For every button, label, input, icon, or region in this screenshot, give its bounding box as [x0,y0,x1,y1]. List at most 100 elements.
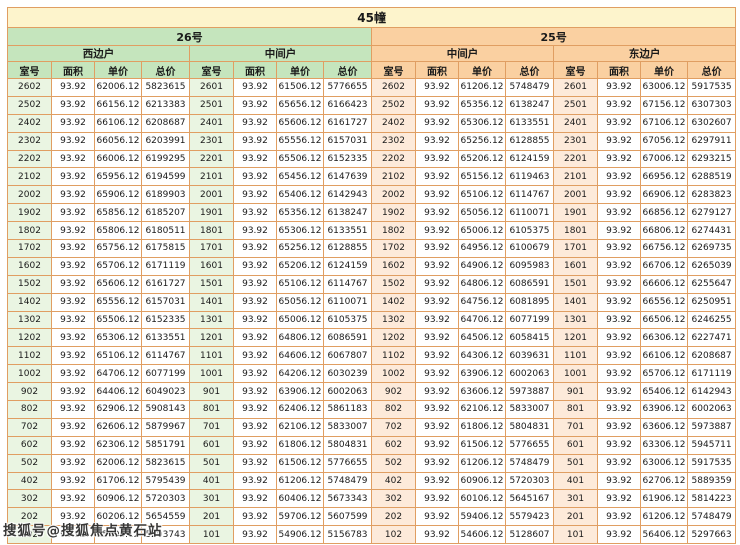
area-cell: 93.92 [51,239,95,258]
area-cell: 93.92 [233,507,277,527]
unit-price-cell: 59406.12 [458,507,506,527]
total-price-cell: 6152335 [141,310,190,330]
column-header: 面积 [233,61,277,79]
unit-price-cell: 67056.12 [640,131,688,151]
column-header: 室号 [371,61,416,79]
total-price-cell: 6147639 [323,167,372,187]
area-cell: 93.92 [597,95,641,115]
area-cell: 93.92 [415,328,459,348]
room-cell: 901 [553,382,598,402]
room-cell: 302 [7,489,52,509]
unit-price-cell: 60906.12 [94,489,142,509]
table-row: 2402 93.92 66106.12 6208687 2401 93.92 65606.1… [7,113,737,133]
total-price-cell: 6189903 [141,185,190,205]
room-cell: 1802 [7,221,52,241]
room-cell: 1402 [7,292,52,312]
total-price-cell: 6250951 [686,292,737,312]
table-row: 1802 93.92 65806.12 6180511 1801 93.92 65306.1… [7,221,737,241]
room-cell: 801 [553,400,598,419]
unit-price-cell: 63606.12 [640,417,688,437]
total-price-cell: 6157031 [141,292,190,312]
area-cell: 93.92 [233,525,277,545]
room-cell: 202 [7,507,52,527]
title-row: 45幢 [6,7,737,28]
area-cell: 93.92 [233,417,277,437]
room-cell: 502 [7,453,52,473]
total-price-cell: 6030239 [323,364,372,384]
total-price-cell: 5823615 [141,78,190,97]
area-cell: 93.92 [415,149,459,169]
area-cell: 93.92 [51,310,95,330]
area-cell: 93.92 [51,256,95,276]
area-cell: 93.92 [233,131,277,151]
room-cell: 602 [371,435,416,455]
unit-price-cell: 64806.12 [276,328,324,348]
total-price-cell: 6283823 [686,185,737,205]
price-table-body: 2602 93.92 62006.12 5823615 2601 93.92 61506.1… [7,78,737,545]
room-cell: 601 [553,435,598,455]
area-cell: 93.92 [597,113,641,133]
unit-type-header: 西边户 [7,45,190,62]
total-price-cell: 5776655 [505,435,554,455]
price-table: 45幢 26号 25号 西边户 中间户 中间户 东边户 室号 面积 单价 总价 室号 面积 单价 总价 室号面… [6,7,737,545]
area-cell: 93.92 [415,435,459,455]
total-price-cell: 5804831 [323,435,372,455]
column-header: 总价 [505,61,554,79]
area-cell: 93.92 [51,274,95,294]
area-cell: 93.92 [415,78,459,97]
unit-price-cell: 64806.12 [458,274,506,294]
unit-price-cell: 65506.12 [94,310,142,330]
area-cell: 93.92 [51,489,95,509]
unit-type-row: 西边户 中间户 中间户 东边户 [7,45,737,62]
room-cell: 501 [553,453,598,473]
total-price-cell: 6265039 [686,256,737,276]
unit-price-cell: 67106.12 [640,113,688,133]
unit-price-cell: 60406.12 [276,489,324,509]
unit-price-cell: 66106.12 [94,113,142,133]
room-cell: 201 [189,507,234,527]
unit-price-cell: 61506.12 [458,435,506,455]
column-header: 室号 [189,61,234,79]
area-cell: 93.92 [51,400,95,419]
total-price-cell: 6208687 [686,346,737,366]
room-cell: 2202 [371,149,416,169]
area-cell: 93.92 [51,417,95,437]
total-price-cell: 6002063 [323,382,372,402]
room-cell: 101 [189,525,234,545]
room-cell: 2201 [189,149,234,169]
area-cell: 93.92 [415,256,459,276]
total-price-cell: 5748479 [505,78,554,97]
area-cell: 93.92 [415,239,459,258]
room-cell: 1701 [189,239,234,258]
total-price-cell: 6180511 [141,221,190,241]
room-cell: 1702 [371,239,416,258]
price-table-header: 45幢 26号 25号 西边户 中间户 中间户 东边户 室号 面积 单价 总价 室号 面积 单价 总价 室号面… [6,7,737,79]
unit-price-cell: 65406.12 [640,382,688,402]
total-price-cell: 5720303 [505,471,554,491]
unit-price-cell: 61806.12 [276,435,324,455]
room-cell: 2401 [189,113,234,133]
total-price-cell: 6171119 [686,364,737,384]
total-price-cell: 5776655 [323,453,372,473]
room-cell: 602 [7,435,52,455]
area-cell: 93.92 [415,453,459,473]
area-cell: 93.92 [51,113,95,133]
column-header-row: 室号 面积 单价 总价 室号 面积 单价 总价 室号 面积 单价 总价 室号 面积 单价 总价 [7,61,737,79]
column-header: 面积 [415,61,459,79]
total-price-cell: 5814223 [686,489,737,509]
table-row: 402 93.92 61706.12 5795439 401 93.92 61206.12 5… [7,471,737,491]
unit-price-cell: 65456.12 [276,167,324,187]
total-price-cell: 6161727 [141,274,190,294]
room-cell: 2502 [371,95,416,115]
unit-price-cell: 60906.12 [458,471,506,491]
room-cell: 702 [7,417,52,437]
total-price-cell: 5795439 [141,471,190,491]
unit-price-cell: 63006.12 [640,453,688,473]
room-cell: 2301 [553,131,598,151]
unit-price-cell: 62706.12 [640,471,688,491]
area-cell: 93.92 [415,95,459,115]
unit-price-cell: 63906.12 [458,364,506,384]
total-price-cell: 6171119 [141,256,190,276]
unit-price-cell: 65106.12 [276,274,324,294]
total-price-cell: 5833007 [505,400,554,419]
